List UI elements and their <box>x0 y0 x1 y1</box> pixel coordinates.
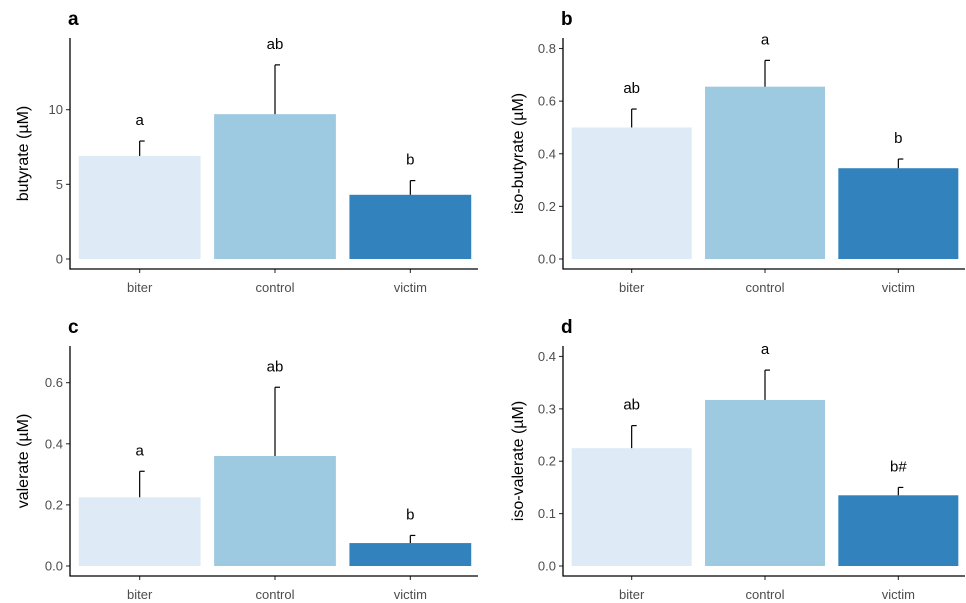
y-tick-label: 0.0 <box>538 559 556 574</box>
y-tick-label: 0.6 <box>538 94 556 109</box>
bar-victim <box>349 543 472 566</box>
panel-letter: c <box>68 317 79 338</box>
y-tick-label: 10 <box>49 102 63 117</box>
axes <box>562 38 965 270</box>
significance-label: b <box>406 506 414 523</box>
x-tick-label: control <box>745 280 784 295</box>
x-tick-label: victim <box>882 280 915 295</box>
significance-label: b <box>894 130 902 147</box>
y-axis-label: butyrate (µM) <box>15 106 32 201</box>
error-bar-biter <box>139 470 145 498</box>
axes <box>69 38 478 270</box>
error-bar-victim <box>409 180 416 195</box>
significance-label: ab <box>623 397 640 414</box>
x-tick-label: victim <box>882 587 915 602</box>
x-tick-label: victim <box>394 280 427 295</box>
error-bar-victim <box>897 486 904 496</box>
panel-b: b iso-butyrate (µM) ab biter a control b victim… <box>510 9 965 295</box>
significance-label: ab <box>623 80 640 97</box>
y-tick-label: 0.6 <box>45 375 63 390</box>
significance-label: a <box>135 442 144 459</box>
bar-victim <box>838 168 959 259</box>
x-tick-label: control <box>745 587 784 602</box>
bar-biter <box>78 155 201 259</box>
y-tick-label: 0.4 <box>45 436 63 451</box>
panel-c: c valerate (µM) a biter ab control b victim 0.0 0… <box>15 317 478 602</box>
y-tick-label: 0.8 <box>538 41 556 56</box>
significance-label: a <box>761 341 770 358</box>
bar-control <box>214 456 336 566</box>
error-bar-victim <box>897 158 904 169</box>
error-bar-biter <box>631 108 637 128</box>
bar-victim <box>349 194 472 259</box>
y-axis-label: iso-valerate (µM) <box>510 401 527 521</box>
bar-control <box>214 114 336 260</box>
error-bar-control <box>764 369 770 400</box>
axes <box>562 346 965 577</box>
y-tick-label: 0.2 <box>538 454 556 469</box>
error-bar-control <box>274 386 280 456</box>
significance-label: a <box>761 31 770 48</box>
x-tick-label: control <box>255 587 294 602</box>
significance-label: b# <box>890 458 907 475</box>
bar-victim <box>838 495 959 566</box>
error-bar-control <box>274 64 280 115</box>
y-tick-label: 0.1 <box>538 506 556 521</box>
y-tick-label: 0.4 <box>538 349 556 364</box>
axes <box>69 346 478 577</box>
y-tick-label: 0.3 <box>538 401 556 416</box>
panel-letter: b <box>561 9 573 30</box>
significance-label: ab <box>267 36 284 53</box>
y-tick-label: 0.4 <box>538 146 556 161</box>
y-tick-label: 0.0 <box>538 252 556 267</box>
error-bar-victim <box>409 534 416 544</box>
x-tick-label: biter <box>619 280 645 295</box>
x-tick-label: biter <box>127 587 153 602</box>
error-bar-control <box>764 59 770 87</box>
bar-control <box>705 86 825 259</box>
bar-biter <box>571 127 692 259</box>
y-tick-label: 0 <box>56 252 63 267</box>
bar-control <box>705 399 825 566</box>
y-tick-label: 0.0 <box>45 559 63 574</box>
error-bar-biter <box>631 425 637 449</box>
y-tick-label: 0.2 <box>538 199 556 214</box>
significance-label: a <box>135 112 144 129</box>
panel-a: a butyrate (µM) a biter ab control b victim 0 5 10 <box>15 9 478 295</box>
x-tick-label: control <box>255 280 294 295</box>
y-axis-label: iso-butyrate (µM) <box>510 93 527 214</box>
panel-letter: a <box>68 9 79 30</box>
panel-d: d iso-valerate (µM) ab biter a control b# victi… <box>510 317 965 602</box>
x-tick-label: biter <box>619 587 645 602</box>
bar-biter <box>78 497 201 566</box>
bar-biter <box>571 448 692 566</box>
y-tick-label: 0.2 <box>45 497 63 512</box>
error-bar-biter <box>139 140 145 156</box>
x-tick-label: victim <box>394 587 427 602</box>
significance-label: ab <box>267 358 284 375</box>
x-tick-label: biter <box>127 280 153 295</box>
y-tick-label: 5 <box>56 177 63 192</box>
y-axis-label: valerate (µM) <box>15 414 32 509</box>
panel-letter: d <box>561 317 573 338</box>
significance-label: b <box>406 152 414 169</box>
